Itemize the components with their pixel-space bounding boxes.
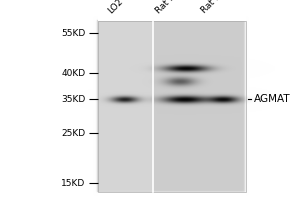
Text: LO2: LO2 bbox=[106, 0, 125, 15]
Text: Rat liver: Rat liver bbox=[154, 0, 188, 15]
Text: 55KD: 55KD bbox=[61, 28, 86, 38]
Bar bbox=[98, 21, 246, 192]
Text: 15KD: 15KD bbox=[61, 178, 86, 188]
Text: Rat kidney: Rat kidney bbox=[199, 0, 240, 15]
Text: 25KD: 25KD bbox=[61, 129, 85, 138]
Text: 40KD: 40KD bbox=[61, 68, 85, 77]
Bar bbox=[98, 192, 246, 200]
Bar bbox=[98, 0, 246, 21]
Text: 35KD: 35KD bbox=[61, 95, 86, 104]
Text: AGMAT: AGMAT bbox=[254, 94, 290, 104]
